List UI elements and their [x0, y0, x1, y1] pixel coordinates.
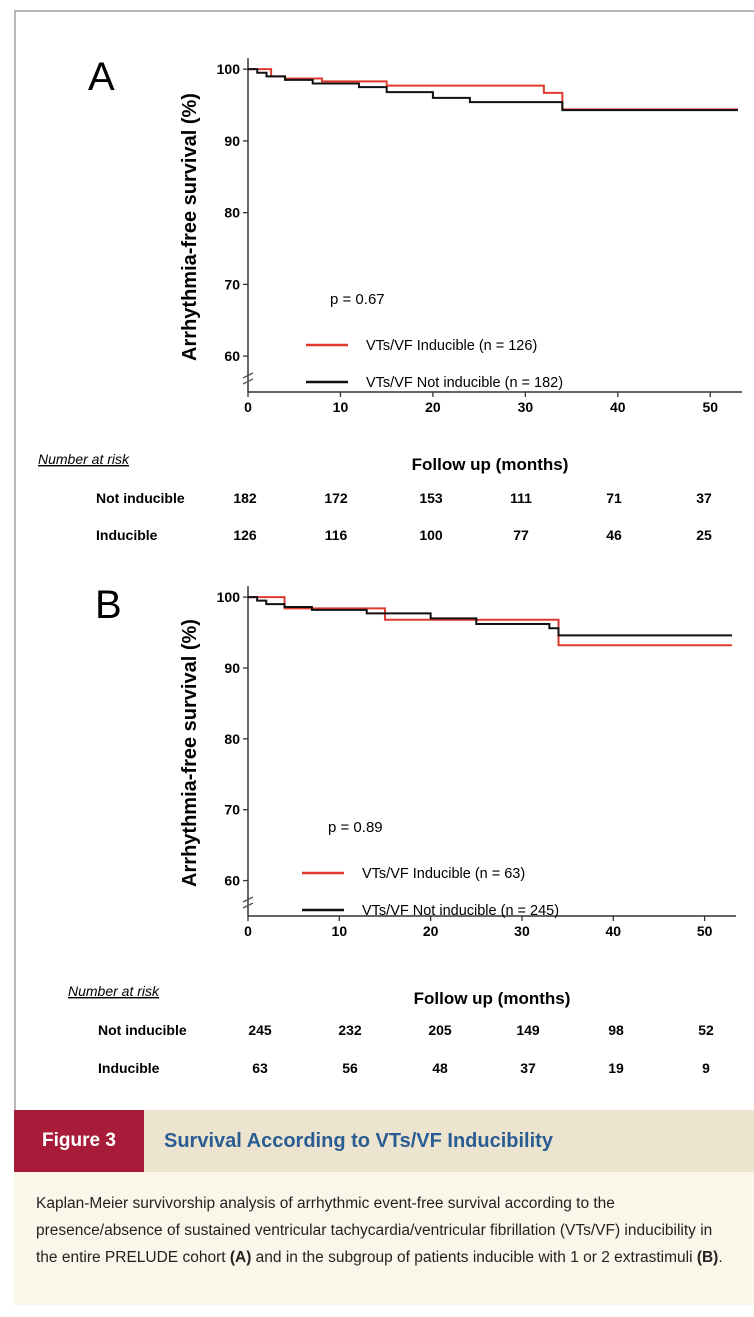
panel-label: B [95, 583, 122, 627]
risk-table-cell: 37 [520, 1060, 536, 1076]
x-tick-label: 40 [605, 923, 621, 939]
x-tick-label: 20 [423, 923, 439, 939]
figure-title: Survival According to VTs/VF Inducibilit… [164, 1129, 553, 1152]
risk-table-cell: 100 [419, 527, 443, 543]
y-tick-label: 70 [224, 802, 240, 818]
x-tick-label: 30 [518, 399, 534, 415]
y-axis-title: Arrhythmia-free survival (%) [179, 93, 201, 361]
p-value: p = 0.67 [330, 291, 385, 308]
x-tick-label: 30 [514, 923, 530, 939]
risk-table-cell: 52 [698, 1022, 714, 1038]
risk-table-cell: 116 [325, 527, 348, 543]
risk-table-cell: 98 [608, 1022, 624, 1038]
figure-caption: Kaplan-Meier survivorship analysis of ar… [14, 1172, 754, 1305]
risk-table-heading: Number at risk [38, 451, 130, 467]
y-tick-label: 100 [217, 61, 241, 77]
panel-b-chart: B 60 70 80 90 100 0 10 20 30 40 50 Arrhythmia-free s… [68, 583, 736, 1076]
x-tick-label: 10 [333, 399, 349, 415]
x-tick-label: 0 [244, 399, 252, 415]
x-tick-label: 50 [697, 923, 713, 939]
figure-label: Figure 3 [14, 1110, 144, 1172]
p-value: p = 0.89 [328, 819, 383, 836]
risk-row-label-inducible: Inducible [96, 527, 158, 543]
risk-table-cell: 9 [702, 1060, 710, 1076]
legend-label-not-inducible: VTs/VF Not inducible (n = 245) [362, 903, 559, 919]
risk-table-cell: 56 [342, 1060, 358, 1076]
risk-table-cell: 111 [510, 490, 532, 506]
y-tick-label: 80 [224, 731, 240, 747]
survival-curve-not-inducible [248, 596, 732, 637]
risk-row-label-inducible: Inducible [98, 1060, 160, 1076]
survival-curve-inducible [248, 68, 738, 111]
y-tick-label: 90 [224, 660, 240, 676]
y-tick-label: 60 [224, 348, 240, 364]
axis-break-mark [242, 372, 254, 385]
risk-table-cell: 19 [608, 1060, 624, 1076]
risk-table-cell: 149 [516, 1022, 540, 1038]
risk-table-cell: 205 [428, 1022, 452, 1038]
caption-text-1: Kaplan-Meier survivorship analysis of ar… [36, 1195, 713, 1266]
survival-curve-inducible [248, 596, 732, 647]
risk-table-cell: 245 [248, 1022, 272, 1038]
risk-table-cell: 46 [606, 527, 622, 543]
legend-label-inducible: VTs/VF Inducible (n = 126) [366, 338, 537, 354]
risk-table-cell: 48 [432, 1060, 448, 1076]
risk-table-cell: 25 [696, 527, 712, 543]
panel-label: A [88, 55, 115, 99]
figure-title-bar: Figure 3 Survival According to VTs/VF In… [14, 1110, 754, 1172]
risk-table-cell: 71 [606, 490, 622, 506]
risk-table-cell: 182 [233, 490, 257, 506]
y-tick-label: 60 [224, 873, 240, 889]
y-tick-label: 100 [217, 589, 241, 605]
y-axis-title: Arrhythmia-free survival (%) [179, 619, 201, 887]
caption-ref-b: (B) [696, 1249, 719, 1266]
risk-table-cell: 232 [338, 1022, 362, 1038]
caption-text-3: . [718, 1249, 723, 1266]
risk-row-label-not-inducible: Not inducible [98, 1022, 187, 1038]
legend-label-not-inducible: VTs/VF Not inducible (n = 182) [366, 375, 563, 391]
risk-table-cell: 172 [324, 490, 348, 506]
panel-a-chart: A 60 70 80 90 100 0 10 20 30 40 50 Arrhythmia-free s… [38, 55, 742, 543]
axis-break-mark [242, 896, 254, 909]
y-tick-label: 70 [224, 276, 240, 292]
risk-table-cell: 126 [233, 527, 257, 543]
risk-table-cell: 63 [252, 1060, 268, 1076]
risk-table-heading: Number at risk [68, 983, 160, 999]
caption-ref-a: (A) [229, 1249, 252, 1266]
x-axis-title: Follow up (months) [412, 455, 569, 474]
risk-table-cell: 77 [513, 527, 529, 543]
y-tick-label: 80 [224, 205, 240, 221]
x-tick-label: 0 [244, 923, 252, 939]
x-tick-label: 50 [702, 399, 718, 415]
x-axis-title: Follow up (months) [414, 989, 571, 1008]
risk-row-label-not-inducible: Not inducible [96, 490, 185, 506]
legend-label-inducible: VTs/VF Inducible (n = 63) [362, 866, 525, 882]
risk-table-cell: 153 [419, 490, 443, 506]
y-tick-label: 90 [224, 133, 240, 149]
survival-curve-not-inducible [248, 68, 738, 112]
x-tick-label: 20 [425, 399, 441, 415]
figure-frame [14, 10, 754, 1305]
caption-text-2: and in the subgroup of patients inducibl… [251, 1249, 697, 1266]
risk-table-cell: 37 [696, 490, 712, 506]
x-tick-label: 10 [332, 923, 348, 939]
x-tick-label: 40 [610, 399, 626, 415]
